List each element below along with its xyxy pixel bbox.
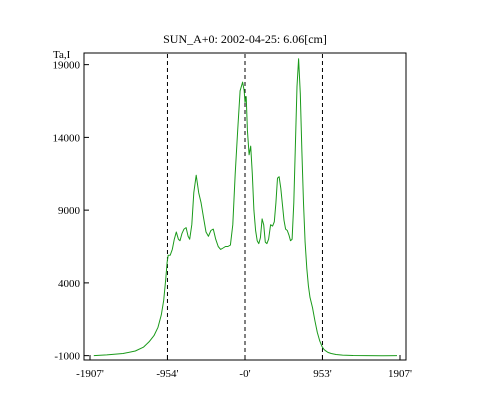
series-layer [93, 58, 398, 357]
x-tick-label: -954' [156, 368, 178, 380]
y-tick-label: -1000 [54, 351, 80, 363]
y-tick-label: 9000 [58, 205, 81, 217]
x-tick-label: 953' [313, 368, 332, 380]
chart-title: SUN_A+0: 2002-04-25: 6.06[cm] [163, 32, 327, 46]
series-line [93, 58, 398, 357]
x-tick-label: -0' [239, 368, 250, 380]
y-tick-label: 19000 [53, 60, 81, 72]
y-axis-label: Ta,I [53, 49, 71, 61]
reference-lines [166, 54, 323, 359]
ticks-layer: -1000 4000 9000 14000 19000 -1907' -954' -0' 953… [53, 60, 413, 380]
x-tick-label: 1907' [388, 368, 412, 380]
x-tick-label: -1907' [76, 368, 104, 380]
y-tick-label: 14000 [53, 132, 81, 144]
y-tick-label: 4000 [58, 278, 81, 290]
